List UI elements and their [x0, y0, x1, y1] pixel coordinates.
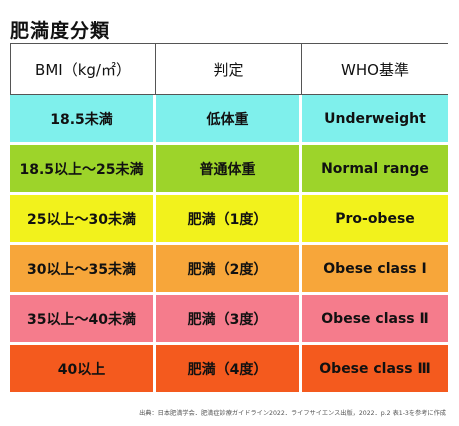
who-category-cell: Pro-obese — [302, 195, 448, 245]
table-row: 35以上～40未満 肥満（3度） Obese class Ⅱ — [10, 295, 448, 345]
source-note: 出典：日本肥満学会．肥満症診療ガイドライン2022．ライフサイエンス出版，202… — [139, 410, 446, 417]
judgment-cell: 肥満（1度） — [156, 195, 302, 245]
who-category-cell: Obese class Ⅱ — [302, 295, 448, 345]
bmi-range-cell: 30以上～35未満 — [10, 245, 156, 295]
bmi-range-cell: 18.5以上～25未満 — [10, 145, 156, 195]
bmi-range-cell: 18.5未満 — [10, 95, 156, 145]
who-category-cell: Normal range — [302, 145, 448, 195]
table-header: BMI（kg/㎡） 判定 WHO基準 — [10, 43, 448, 95]
bmi-range-cell: 35以上～40未満 — [10, 295, 156, 345]
page-title: 肥満度分類 — [10, 20, 111, 42]
bmi-range-cell: 25以上～30未満 — [10, 195, 156, 245]
who-category-cell: Obese class Ⅲ — [302, 345, 448, 395]
judgment-cell: 肥満（3度） — [156, 295, 302, 345]
who-category-cell: Obese class Ⅰ — [302, 245, 448, 295]
table-row: 18.5以上～25未満 普通体重 Normal range — [10, 145, 448, 195]
judgment-cell: 肥満（2度） — [156, 245, 302, 295]
header-row: BMI（kg/㎡） 判定 WHO基準 — [10, 43, 448, 95]
table-row: 40以上 肥満（4度） Obese class Ⅲ — [10, 345, 448, 395]
table-row: 25以上～30未満 肥満（1度） Pro-obese — [10, 195, 448, 245]
header-bmi: BMI（kg/㎡） — [10, 43, 156, 95]
bmi-classification-table: BMI（kg/㎡） 判定 WHO基準 18.5未満 低体重 Underweigh… — [10, 43, 448, 395]
judgment-cell: 低体重 — [156, 95, 302, 145]
header-who: WHO基準 — [302, 43, 448, 95]
table-row: 18.5未満 低体重 Underweight — [10, 95, 448, 145]
who-category-cell: Underweight — [302, 95, 448, 145]
table-body: 18.5未満 低体重 Underweight 18.5以上～25未満 普通体重 … — [10, 95, 448, 395]
bmi-range-cell: 40以上 — [10, 345, 156, 395]
judgment-cell: 普通体重 — [156, 145, 302, 195]
judgment-cell: 肥満（4度） — [156, 345, 302, 395]
table-row: 30以上～35未満 肥満（2度） Obese class Ⅰ — [10, 245, 448, 295]
header-judgment: 判定 — [156, 43, 302, 95]
